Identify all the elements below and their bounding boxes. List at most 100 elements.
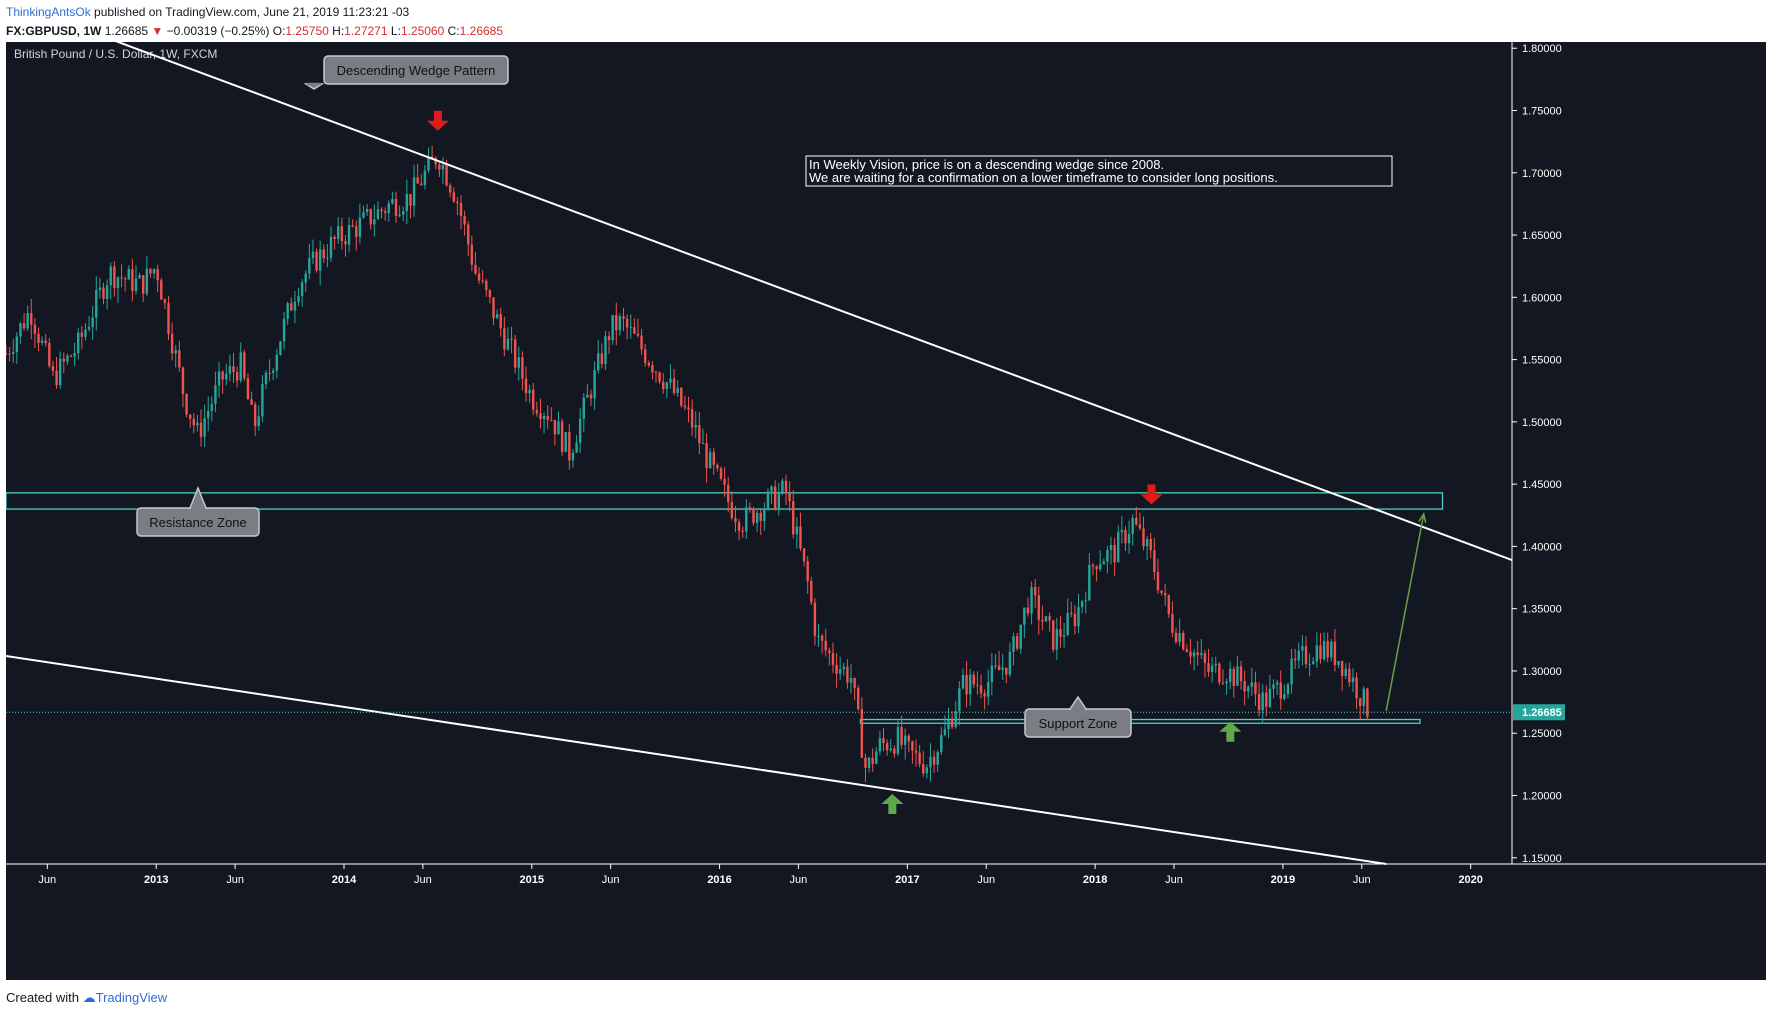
candle-body — [1308, 663, 1311, 665]
candle-body — [192, 418, 195, 426]
candle-body — [1120, 529, 1124, 533]
candle-body — [261, 383, 264, 417]
low-label: L: — [390, 24, 401, 38]
candle-body — [203, 418, 206, 437]
candle-body — [1322, 641, 1326, 660]
candle-body — [1290, 658, 1293, 685]
candle-body — [167, 303, 170, 334]
candle-body — [792, 501, 795, 535]
candle-body — [947, 720, 950, 730]
candle-body — [55, 370, 58, 386]
candle-body — [1366, 688, 1369, 717]
candle-body — [1073, 613, 1077, 627]
candle-body — [835, 664, 838, 674]
candle-body — [409, 193, 412, 206]
candle-body — [557, 421, 560, 435]
candle-body — [694, 425, 697, 428]
candle-body — [311, 251, 315, 258]
candle-body — [456, 201, 459, 203]
high-label: H: — [332, 24, 345, 38]
candle-body — [304, 273, 307, 283]
x-tick-label: Jun — [790, 874, 808, 886]
candle-body — [1333, 641, 1337, 666]
candle-body — [470, 244, 474, 265]
candle-body — [174, 350, 177, 354]
candle-body — [293, 301, 297, 311]
candle-body — [615, 315, 618, 331]
candle-body — [622, 316, 625, 319]
candle-body — [48, 343, 51, 367]
candle-body — [44, 340, 47, 344]
candle-body — [452, 192, 455, 202]
candle-body — [1178, 632, 1181, 642]
candle-body — [687, 407, 690, 410]
x-tick-label: Jun — [414, 874, 432, 886]
x-tick-label: Jun — [38, 874, 56, 886]
candle-body — [19, 323, 22, 337]
candle-body — [940, 734, 943, 753]
candle-body — [1340, 661, 1344, 676]
candle-body — [784, 480, 788, 494]
candle-body — [1019, 624, 1022, 649]
candle-body — [467, 224, 470, 245]
candle-body — [127, 269, 130, 280]
x-tick-label: Jun — [1353, 874, 1371, 886]
candle-body — [889, 748, 892, 751]
candle-body — [376, 209, 380, 220]
note-box — [805, 155, 1393, 187]
candle-body — [932, 756, 936, 765]
candle-body — [1174, 632, 1178, 642]
candle-body — [290, 303, 293, 311]
candle-body — [936, 752, 939, 765]
candle-body — [1142, 528, 1145, 547]
candle-body — [326, 257, 329, 259]
author-link[interactable]: ThinkingAntsOk — [6, 5, 91, 19]
candle-body — [759, 512, 762, 521]
candle-body — [246, 378, 250, 400]
candle-body — [1033, 586, 1037, 596]
candle-body — [387, 203, 390, 213]
candle-body — [578, 418, 582, 443]
x-tick-label: 2018 — [1083, 874, 1107, 886]
y-tick-label: 1.75000 — [1522, 106, 1562, 118]
high-value: 1.27271 — [344, 24, 388, 38]
candle-body — [30, 313, 33, 325]
candle-body — [857, 687, 860, 710]
candle-body — [745, 507, 748, 532]
candle-body — [1062, 635, 1066, 637]
y-tick-label: 1.55000 — [1522, 355, 1562, 367]
tradingview-logo-icon: ☁ — [82, 990, 96, 1005]
candle-body — [1210, 665, 1214, 672]
candle-body — [831, 653, 835, 665]
candle-body — [318, 249, 322, 271]
candle-body — [138, 275, 141, 279]
note-line-2: We are waiting for a confirmation on a l… — [809, 170, 1278, 185]
candle-body — [806, 561, 809, 581]
candle-body — [907, 735, 910, 742]
candle-body — [383, 211, 387, 213]
candle-body — [604, 336, 607, 365]
candle-body — [243, 352, 246, 379]
candle-body — [178, 350, 181, 368]
candle-body — [391, 199, 394, 204]
candle-body — [640, 335, 643, 350]
price-chart[interactable]: 1.80000 1.75000 1.70000 1.65000 1.60000 1.550… — [6, 42, 1766, 980]
candle-body — [690, 409, 694, 428]
candle-body — [1330, 641, 1333, 658]
candle-body — [181, 367, 185, 395]
x-tick-label: Jun — [977, 874, 995, 886]
tradingview-brand[interactable]: TradingView — [95, 990, 168, 1005]
candle-body — [510, 338, 513, 340]
candle-body — [300, 282, 304, 296]
candle-body — [654, 372, 658, 374]
green-up-arrow-icon — [1219, 721, 1242, 742]
candle-body — [773, 486, 777, 509]
chart-area[interactable]: 1.80000 1.75000 1.70000 1.65000 1.60000 1.550… — [6, 42, 1766, 980]
candle-body — [438, 164, 441, 170]
last-price: 1.26685 — [104, 24, 149, 38]
last-price-label: 1.26685 — [1522, 707, 1562, 719]
x-tick-label: 2014 — [332, 874, 357, 886]
candle-body — [156, 269, 159, 281]
candle-body — [228, 366, 232, 374]
candle-body — [214, 385, 217, 404]
